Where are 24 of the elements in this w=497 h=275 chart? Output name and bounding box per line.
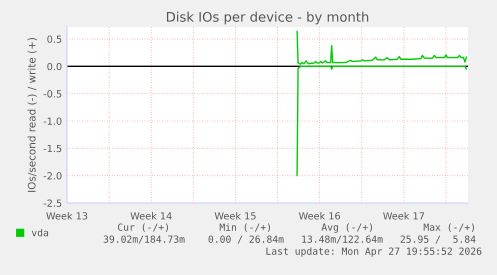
text: Min (-/+) <box>220 223 270 232</box>
y-tick-label: -2.5 <box>44 199 62 207</box>
text: Max (-/+) <box>424 223 474 232</box>
x-tick-label: Week 16 <box>298 212 340 220</box>
text: Cur (-/+) <box>118 223 168 232</box>
y-axis-title: IOs/second read (-) / write (+) <box>28 38 37 192</box>
text: 0.00 / 26.84m <box>208 235 284 244</box>
legend-label: vda <box>32 228 48 236</box>
y-tick-label: -1.5 <box>44 144 62 152</box>
x-tick-label: Week 17 <box>383 212 424 220</box>
y-tick-label: -1.0 <box>44 117 62 125</box>
text: 25.95 / 5.84 <box>400 235 476 244</box>
text: 39.02m/184.73m <box>104 235 185 244</box>
text: Avg (-/+) <box>322 223 372 233</box>
y-tick-label: -2.0 <box>44 172 62 180</box>
y-tick-label: -0.5 <box>44 90 62 98</box>
chart-title: Disk IOs per device - by month <box>166 12 368 24</box>
x-tick-label: Week 15 <box>214 212 256 220</box>
text: 13.48m/122.64m <box>302 235 383 244</box>
x-tick-label: Week 14 <box>130 212 172 220</box>
y-tick-label: 0.0 <box>47 62 62 70</box>
text: Last update: Mon Apr 27 19:55:52 2026 <box>266 247 482 257</box>
x-tick-label: Week 13 <box>46 212 88 220</box>
y-tick-label: 0.5 <box>47 36 62 43</box>
